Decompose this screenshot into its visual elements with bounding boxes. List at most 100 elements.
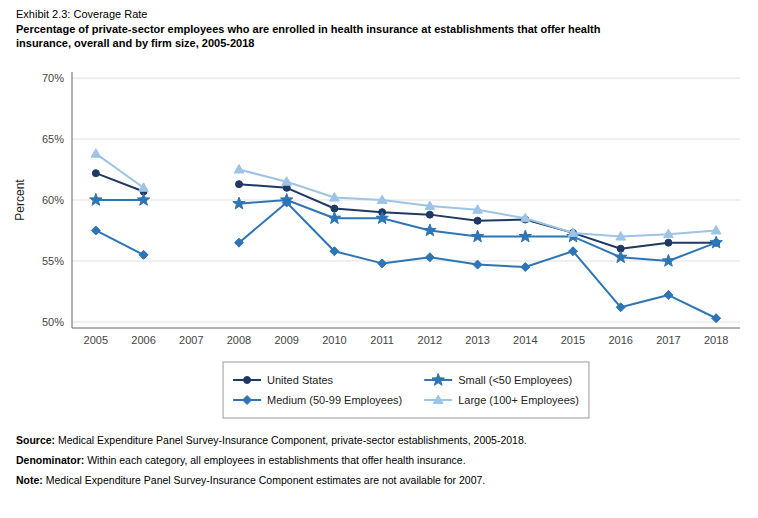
point xyxy=(711,225,721,234)
x-tick-label: 2011 xyxy=(370,334,394,346)
title: Exhibit 2.3: Coverage Rate xyxy=(16,8,147,20)
x-axis-line xyxy=(72,328,740,329)
point xyxy=(568,228,578,237)
x-tick-label: 2006 xyxy=(131,334,155,346)
y-axis-label: Percent xyxy=(13,179,27,221)
background xyxy=(0,0,758,518)
y-tick-label: 55% xyxy=(42,255,64,267)
point xyxy=(330,193,340,202)
note: Denominator: Within each category, all e… xyxy=(16,454,466,466)
point xyxy=(330,247,339,256)
y-tick-label: 60% xyxy=(42,194,64,206)
point xyxy=(139,183,149,192)
x-tick-label: 2013 xyxy=(465,334,489,346)
x-tick-label: 2015 xyxy=(561,334,585,346)
point xyxy=(662,254,674,266)
legend-frame xyxy=(223,362,589,418)
x-tick-label: 2017 xyxy=(656,334,680,346)
series-line xyxy=(96,154,716,237)
grid-line xyxy=(72,139,740,140)
point xyxy=(616,232,626,241)
legend-label: United States xyxy=(267,374,334,386)
point xyxy=(91,226,100,235)
point xyxy=(425,253,434,262)
x-tick-label: 2007 xyxy=(179,334,203,346)
grid-line xyxy=(72,200,740,201)
point xyxy=(139,250,148,259)
legend-item: Large (100+ Employees) xyxy=(424,394,579,406)
point xyxy=(474,217,481,224)
point xyxy=(376,212,388,224)
note-label: Source: xyxy=(16,434,55,446)
subtitle: Percentage of private-sector employees w… xyxy=(16,23,601,35)
point xyxy=(664,291,673,300)
point xyxy=(615,251,627,263)
note-text: Medical Expenditure Panel Survey-Insuran… xyxy=(55,434,527,446)
chart: Exhibit 2.3: Coverage Rate Percentage of … xyxy=(0,0,758,518)
point xyxy=(665,239,672,246)
point xyxy=(473,260,482,269)
legend-label: Large (100+ Employees) xyxy=(458,394,579,406)
point xyxy=(471,230,483,242)
x-tick-label: 2010 xyxy=(322,334,346,346)
legend-item: United States xyxy=(233,374,334,386)
legend-item: Small (<50 Employees) xyxy=(424,374,572,387)
point xyxy=(712,314,721,323)
legend-label: Small (<50 Employees) xyxy=(458,374,572,386)
legend-marker xyxy=(244,377,251,384)
legend-item: Medium (50-99 Employees) xyxy=(233,394,402,406)
series-line xyxy=(96,202,716,318)
point xyxy=(424,224,436,236)
y-tick-label: 65% xyxy=(42,133,64,145)
point xyxy=(137,194,149,206)
point xyxy=(282,198,291,207)
x-tick-label: 2008 xyxy=(227,334,251,346)
series-line xyxy=(96,173,716,249)
note: Source: Medical Expenditure Panel Survey… xyxy=(16,434,527,446)
axes: 50%55%60%65%70%2005200620072008200920102… xyxy=(42,72,740,346)
point xyxy=(91,149,101,158)
point xyxy=(521,263,530,272)
point xyxy=(425,201,435,210)
note: Note: Medical Expenditure Panel Survey-I… xyxy=(16,474,485,486)
y-tick-label: 50% xyxy=(42,316,64,328)
note-label: Denominator: xyxy=(16,454,84,466)
point xyxy=(520,213,530,222)
point xyxy=(710,236,722,248)
point xyxy=(616,303,625,312)
point xyxy=(426,211,433,218)
x-tick-label: 2018 xyxy=(704,334,728,346)
point xyxy=(377,195,387,204)
note-label: Note: xyxy=(16,474,43,486)
legend: United States Small (<50 Employees) Medium… xyxy=(223,362,589,418)
point xyxy=(235,238,244,247)
series-line xyxy=(96,200,716,261)
grid-line xyxy=(72,78,740,79)
point xyxy=(90,194,102,206)
point xyxy=(282,177,292,186)
x-tick-label: 2014 xyxy=(513,334,537,346)
note-text: Medical Expenditure Panel Survey-Insuran… xyxy=(43,474,485,486)
point xyxy=(664,229,674,238)
x-tick-label: 2016 xyxy=(608,334,632,346)
point xyxy=(328,212,340,224)
point xyxy=(569,247,578,256)
legend-label: Medium (50-99 Employees) xyxy=(267,394,402,406)
point xyxy=(378,259,387,268)
legend-marker xyxy=(243,396,252,405)
point xyxy=(92,170,99,177)
x-tick-label: 2012 xyxy=(418,334,442,346)
subtitle: insurance, overall and by firm size, 200… xyxy=(16,37,254,49)
point xyxy=(519,230,531,242)
point xyxy=(233,197,245,209)
y-axis-line xyxy=(72,72,73,328)
legend-marker xyxy=(433,395,443,404)
x-tick-label: 2005 xyxy=(84,334,108,346)
y-tick-label: 70% xyxy=(42,72,64,84)
point xyxy=(236,181,243,188)
plot-data xyxy=(90,149,723,323)
legend-marker xyxy=(432,374,444,386)
point xyxy=(234,165,244,174)
grid-line xyxy=(72,321,740,322)
point xyxy=(473,205,483,214)
